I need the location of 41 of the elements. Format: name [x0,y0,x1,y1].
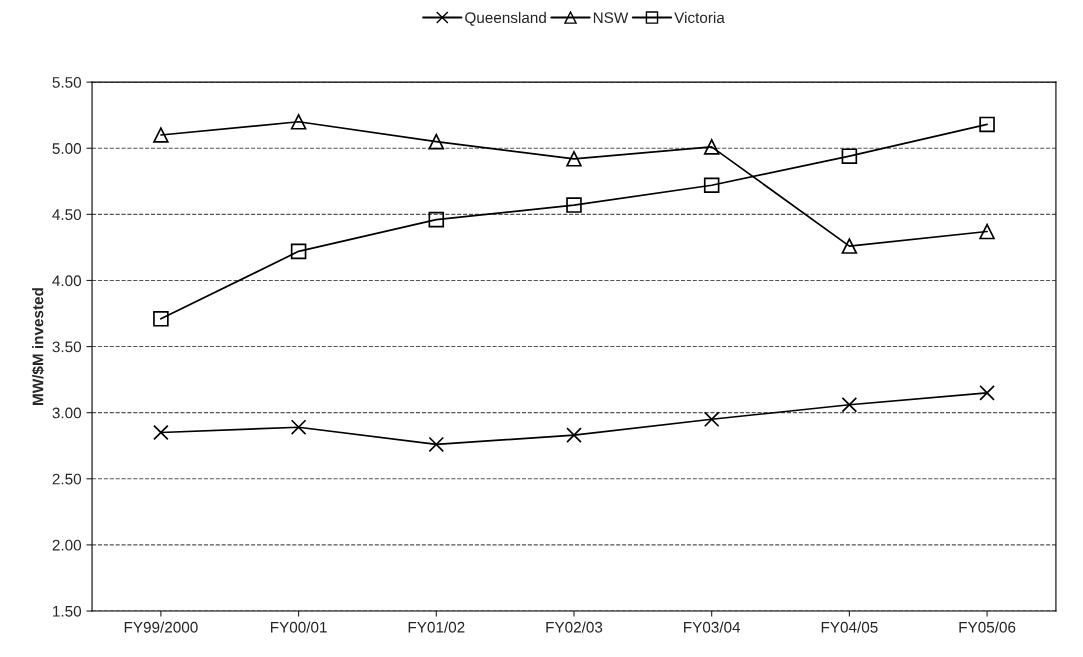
legend-label: Victoria [674,11,725,24]
y-tick-label: 4.50 [52,209,82,221]
y-tick-label: 2.50 [52,473,82,485]
point [290,419,307,436]
point [290,114,307,130]
x-tick-label: FY02/03 [546,621,603,633]
point [841,148,858,164]
x-tick-label: FY01/02 [408,621,465,633]
point [290,243,307,260]
y-tick-label: 5.50 [52,76,82,88]
y-tick-label: 1.50 [53,605,82,617]
point [979,385,995,401]
x-tick-label: FY04/05 [821,621,878,633]
legend-label: Queensland [465,11,546,26]
point [566,151,582,167]
point [153,424,169,441]
point [566,197,582,213]
point [703,139,720,155]
point [841,238,858,254]
y-tick-label: 3.00 [52,407,82,419]
x-tick-label: FY00/01 [270,621,327,633]
x-tick-label: FY03/04 [684,621,741,633]
y-tick-label: 3.50 [52,341,82,353]
point [428,436,445,453]
y-tick-label: 2.00 [52,539,82,551]
x-tick-label: FY05/06 [959,621,1016,633]
y-tick-label: 4.00 [52,275,82,287]
point [153,311,169,327]
point [979,116,995,133]
point [566,427,582,443]
point [428,133,445,150]
point [703,177,720,194]
y-axis-title: MW/$M invested [31,288,45,405]
point [428,211,445,228]
y-tick-label: 5.00 [52,143,82,154]
x-tick-label: FY99/2000 [124,621,198,633]
point [153,127,169,143]
point [979,223,995,240]
point [841,396,858,413]
point [703,411,720,428]
legend-label: NSW [593,12,629,24]
